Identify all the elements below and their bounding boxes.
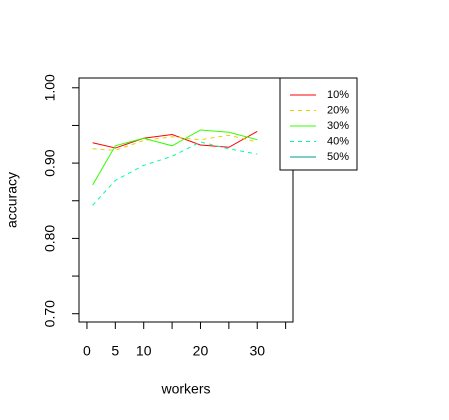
y-tick-label: 1.00: [42, 74, 58, 101]
legend-box: [279, 77, 358, 171]
y-tick-label: 0.70: [42, 300, 58, 327]
series-line: [92, 141, 258, 206]
y-tick-label: 0.90: [42, 149, 58, 176]
x-tick-label: 0: [83, 343, 91, 359]
x-axis-label: workers: [160, 381, 210, 397]
legend-label: 40%: [327, 135, 349, 147]
legend-label: 20%: [327, 104, 349, 116]
legend-label: 50%: [327, 151, 349, 163]
x-tick-label: 10: [136, 343, 152, 359]
x-tick-label: 30: [249, 343, 265, 359]
legend-label: 30%: [327, 120, 349, 132]
legend-label: 10%: [327, 89, 349, 101]
series-line: [92, 131, 258, 149]
series-line: [92, 129, 258, 186]
plot-box: [78, 77, 294, 323]
x-tick-label: 20: [193, 343, 209, 359]
series-line: [92, 134, 258, 151]
y-tick-label: 0.80: [42, 225, 58, 252]
y-axis-label: accuracy: [4, 172, 20, 228]
x-tick-label: 5: [111, 343, 119, 359]
